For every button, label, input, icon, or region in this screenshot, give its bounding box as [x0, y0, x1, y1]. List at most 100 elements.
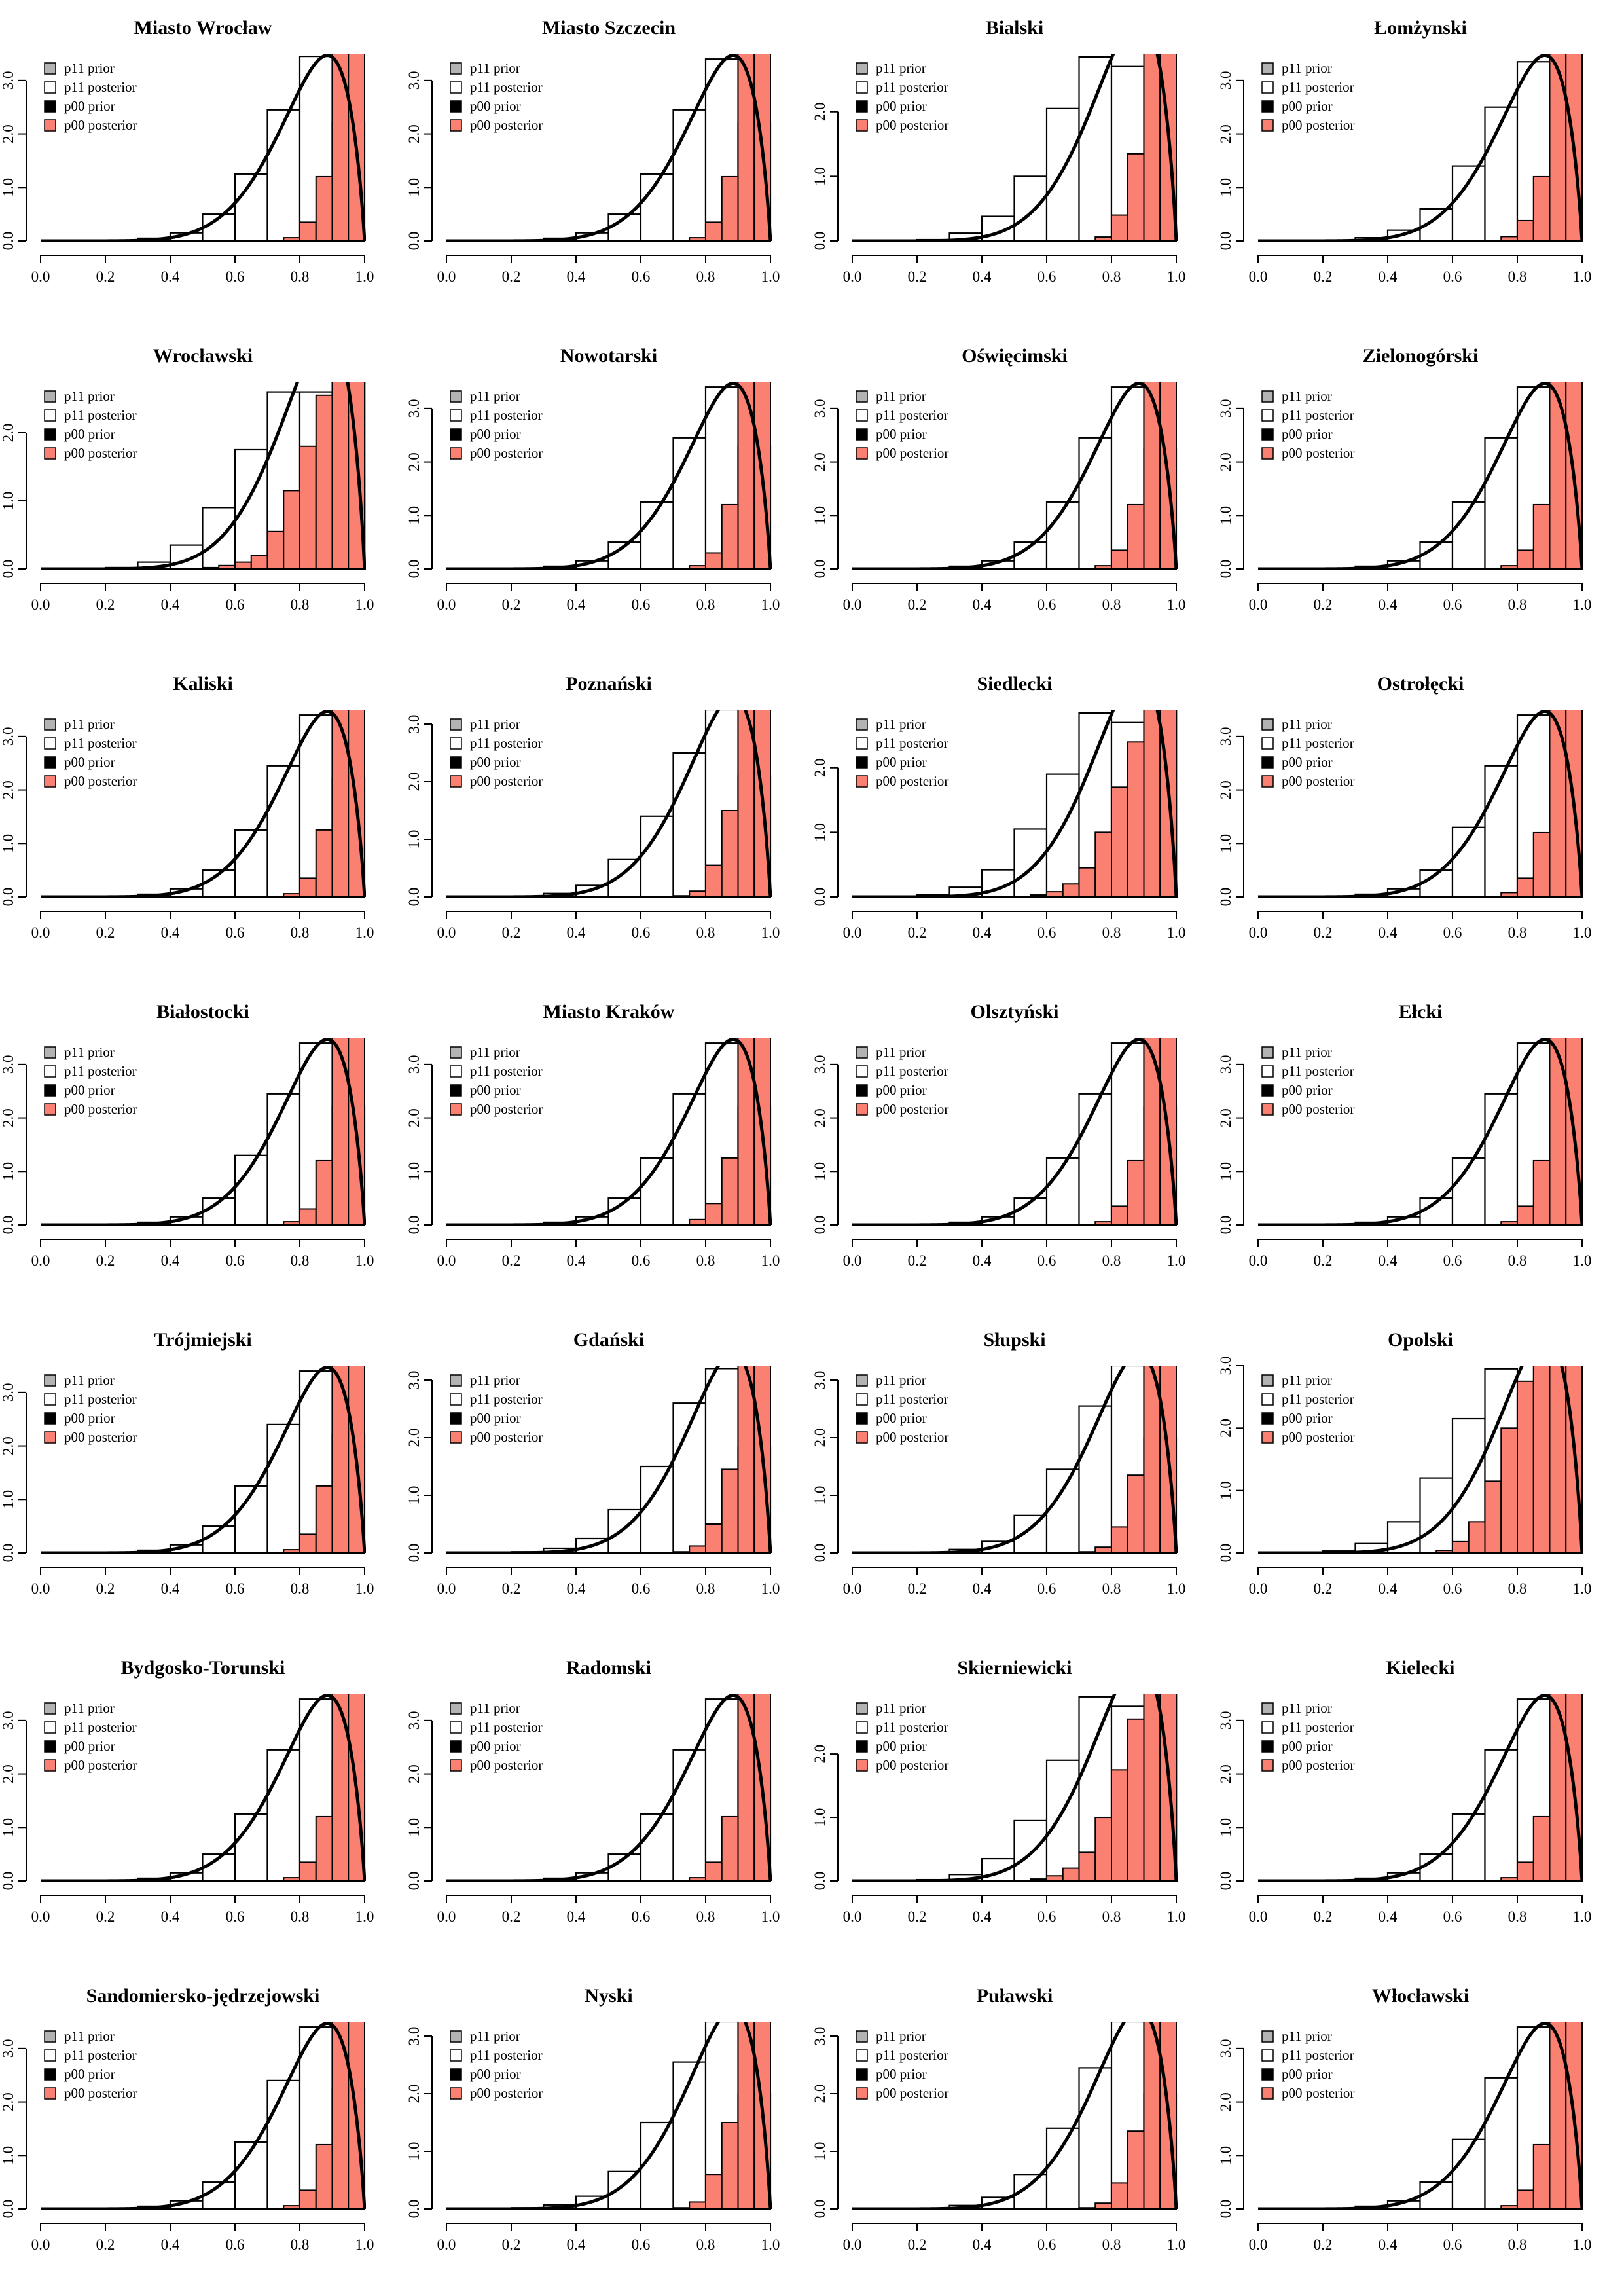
- p00-posterior-bar: [315, 1815, 333, 1882]
- legend-swatch-p11-posterior: [44, 737, 56, 750]
- x-tick-label: 0.0: [1249, 1908, 1268, 1925]
- p00-posterior-bar: [705, 1861, 723, 1882]
- legend-label: p11 posterior: [1282, 79, 1354, 95]
- panel-title: Miasto Wrocław: [134, 17, 272, 39]
- x-tick-label: 0.4: [1379, 2236, 1398, 2253]
- legend-swatch-p00-prior: [450, 1412, 462, 1425]
- legend-label: p11 posterior: [470, 2047, 543, 2063]
- legend-label: p11 prior: [876, 1372, 926, 1388]
- y-tick-label: 1.0: [1218, 1818, 1234, 1837]
- panel-title: Miasto Szczecin: [542, 17, 676, 39]
- legend-swatch-p00-posterior: [44, 119, 56, 132]
- legend-swatch-p00-posterior: [1261, 447, 1274, 460]
- p00-posterior-bar: [1078, 1851, 1096, 1882]
- p00-posterior-bar: [364, 382, 366, 570]
- y-tick-label: 0.0: [406, 1544, 422, 1563]
- p00-posterior-bar: [737, 1366, 755, 1554]
- legend-label: p00 posterior: [1282, 1757, 1354, 1773]
- x-tick-label: 0.4: [161, 268, 180, 285]
- legend-swatch-p00-posterior: [1261, 775, 1274, 788]
- legend-swatch-p11-posterior: [44, 81, 56, 94]
- legend-label: p00 posterior: [470, 2085, 543, 2101]
- x-tick-label: 0.6: [226, 2236, 245, 2253]
- legend-swatch-p11-prior: [1261, 390, 1274, 403]
- x-tick-label: 0.0: [437, 596, 456, 613]
- histogram-panel: Miasto Wrocław 0.0 1.0 2.0 3.0 0.0 0.2 0.4 0.6 0.…: [0, 0, 406, 328]
- y-tick-label: 2.0: [0, 1108, 16, 1127]
- legend-swatch-p00-posterior: [44, 1103, 56, 1116]
- x-tick-label: 0.6: [1443, 268, 1462, 285]
- p00-posterior-bar: [1078, 568, 1096, 570]
- p00-posterior-bar: [315, 394, 333, 570]
- x-tick-label: 0.8: [696, 2236, 715, 2253]
- panel-title: Puławski: [977, 1985, 1053, 2007]
- legend: p11 prior p11 posterior p00 prior p00 poste…: [1261, 1044, 1354, 1117]
- x-tick-label: 0.2: [1314, 1252, 1333, 1269]
- p00-posterior-bar: [266, 1880, 285, 1882]
- histogram-svg: Oświęcimski 0.0 1.0 2.0 3.0 0.0 0.2 0.4 0.6 0.8 1.…: [812, 345, 1186, 613]
- prior-density-curve: [446, 1694, 772, 1882]
- histogram-panel: Zielonogórski 0.0 1.0 2.0 3.0 0.0 0.2 0.4 0.6 0.8…: [1218, 328, 1623, 656]
- legend-swatch-p00-prior: [856, 2068, 868, 2081]
- x-tick-label: 1.0: [1167, 596, 1186, 613]
- legend-swatch-p11-posterior: [856, 737, 868, 750]
- p11-posterior-bar: [1451, 1813, 1486, 1882]
- p00-posterior-bar: [331, 2022, 350, 2210]
- panel-title: Bydgosko-Torunski: [121, 1657, 285, 1679]
- y-tick-label: 1.0: [1218, 506, 1234, 525]
- p11-posterior-bar: [1045, 1468, 1080, 1554]
- p11-posterior-bar: [1484, 106, 1519, 242]
- p00-posterior-bar: [283, 490, 300, 570]
- legend-swatch-p00-posterior: [856, 1103, 868, 1116]
- legend: p11 prior p11 posterior p00 prior p00 poste…: [450, 1044, 543, 1117]
- legend-swatch-p11-prior: [856, 1374, 868, 1387]
- p00-posterior-bar: [1549, 1366, 1567, 1554]
- x-tick-label: 0.8: [291, 596, 310, 613]
- x-tick-label: 0.2: [502, 2236, 521, 2253]
- legend-label: p00 posterior: [64, 1757, 137, 1773]
- plot-area: [1258, 1366, 1583, 1554]
- legend-label: p00 prior: [1282, 1410, 1333, 1426]
- p00-posterior-bar: [1549, 1038, 1567, 1226]
- legend-swatch-p00-posterior: [856, 775, 868, 788]
- histogram-svg: Bydgosko-Torunski 0.0 1.0 2.0 3.0 0.0 0.2 0.4 0.…: [0, 1657, 374, 1925]
- p00-posterior-bar: [1078, 2207, 1096, 2210]
- x-tick-label: 0.4: [567, 1252, 586, 1269]
- legend-swatch-p00-prior: [856, 1084, 868, 1097]
- p11-posterior-bar: [640, 173, 674, 242]
- y-tick-label: 2.0: [1218, 1764, 1234, 1783]
- y-tick-label: 2.0: [0, 424, 16, 443]
- prior-density-curve: [41, 710, 366, 898]
- p00-posterior-bar: [689, 2201, 706, 2210]
- p00-posterior-bar: [315, 1159, 333, 1226]
- legend-label: p00 posterior: [64, 117, 137, 133]
- legend-swatch-p00-posterior: [856, 1759, 868, 1772]
- p11-posterior-bar: [1013, 175, 1048, 242]
- histogram-svg: Wrocławski 0.0 1.0 2.0 0.0 0.2 0.4 0.6 0.8 1.0 p11…: [0, 345, 374, 613]
- p11-posterior-bar: [1484, 2077, 1519, 2210]
- legend-label: p11 posterior: [470, 407, 543, 423]
- prior-density-curve: [852, 710, 1178, 898]
- p11-posterior-bar: [266, 1749, 301, 1882]
- panel-title: Nowotarski: [560, 345, 657, 367]
- x-tick-label: 0.6: [226, 596, 245, 613]
- p00-posterior-bar: [1143, 2022, 1161, 2210]
- x-tick-label: 0.0: [437, 1580, 456, 1597]
- legend-label: p11 prior: [64, 60, 115, 76]
- prior-density-curve: [1258, 382, 1583, 570]
- legend-label: p11 posterior: [64, 79, 137, 95]
- y-tick-label: 3.0: [0, 2039, 16, 2058]
- legend-swatch-p11-prior: [450, 62, 462, 75]
- x-tick-label: 0.4: [973, 2236, 992, 2253]
- legend-swatch-p11-posterior: [856, 409, 868, 422]
- x-tick-label: 1.0: [1167, 2236, 1186, 2253]
- x-tick-label: 0.4: [567, 1908, 586, 1925]
- p00-posterior-bar: [283, 1221, 300, 1226]
- legend-label: p11 posterior: [64, 407, 137, 423]
- legend-swatch-p00-prior: [44, 1412, 56, 1425]
- legend-swatch-p11-posterior: [856, 1721, 868, 1734]
- p00-posterior-bar: [283, 1877, 300, 1882]
- prior-density-curve: [41, 1038, 366, 1226]
- histogram-panel: Nyski 0.0 1.0 2.0 3.0 0.0 0.2 0.4 0.6 0.8 1.0 p11 p…: [406, 1968, 812, 2296]
- p00-posterior-bar: [299, 877, 317, 898]
